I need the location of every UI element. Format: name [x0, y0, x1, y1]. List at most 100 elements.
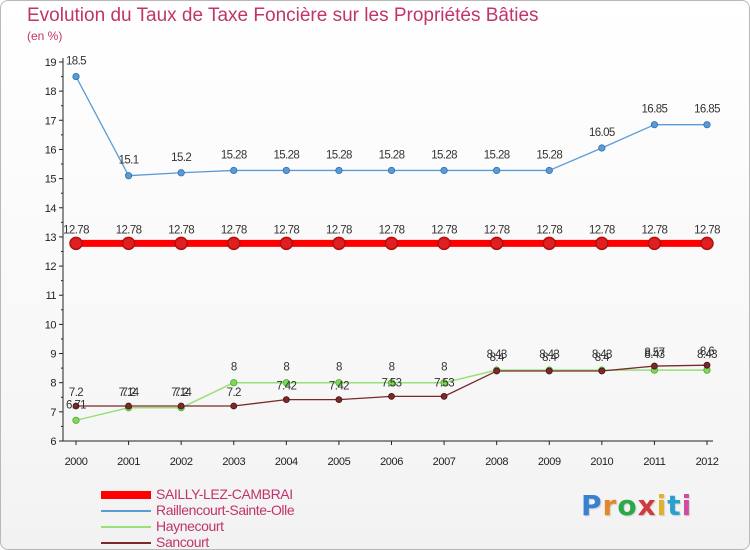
x-tick-label: 2008 [485, 456, 508, 468]
data-point [72, 72, 80, 81]
data-label: 8 [283, 362, 289, 374]
legend-swatch-sancourt [101, 542, 151, 544]
data-point [335, 379, 343, 387]
proxiti-logo: Proxiti [581, 489, 692, 522]
data-point [174, 236, 188, 251]
data-point [384, 236, 399, 251]
data-point [545, 166, 553, 175]
data-point [598, 144, 606, 152]
data-label: 7.2 [174, 387, 188, 399]
data-label: 12.78 [116, 224, 142, 236]
data-point [177, 402, 185, 410]
data-label: 18.5 [66, 56, 86, 68]
data-label: 8.43 [644, 349, 664, 361]
data-label: 6.71 [66, 399, 86, 411]
data-label: 7.53 [434, 377, 454, 389]
data-label: 15.28 [221, 149, 247, 161]
data-label: 12.78 [536, 224, 562, 236]
chart-title: Evolution du Taux de Taxe Foncière sur l… [27, 5, 539, 26]
data-label: 12.78 [484, 224, 510, 236]
data-point [703, 361, 711, 369]
data-label: 12.78 [273, 224, 299, 236]
chart-legend: SAILLY-LEZ-CAMBRAI Raillencourt-Sainte-O… [101, 486, 361, 550]
data-label: 7.53 [382, 377, 402, 389]
legend-item-raillencourt: Raillencourt-Sainte-Olle [101, 502, 361, 519]
data-label: 12.78 [63, 224, 89, 236]
data-label: 12.78 [326, 224, 352, 236]
x-tick-label: 2009 [538, 456, 561, 468]
y-tick-label: 9 [50, 349, 56, 361]
y-tick-label: 7 [50, 407, 56, 419]
data-label: 15.28 [431, 149, 457, 161]
data-point [647, 236, 662, 251]
chart-subtitle: (en %) [27, 29, 63, 43]
x-tick-label: 2003 [222, 456, 245, 468]
legend-item-sancourt: Sancourt [101, 534, 361, 550]
data-label: 7.2 [69, 387, 83, 399]
data-point [332, 236, 346, 251]
legend-swatch-sailly [101, 491, 151, 499]
data-label: 8.6 [700, 346, 714, 358]
y-tick-label: 16 [45, 144, 57, 156]
logo-letter: r [602, 489, 618, 522]
data-label: 8.43 [592, 349, 612, 361]
data-point [69, 236, 83, 251]
x-tick-label: 2001 [117, 456, 140, 468]
y-tick-label: 19 [45, 57, 57, 69]
legend-label-haynecourt: Haynecourt [156, 518, 224, 534]
data-label: 16.85 [642, 104, 668, 116]
data-point [650, 121, 659, 129]
legend-label-raillencourt: Raillencourt-Sainte-Olle [156, 502, 295, 518]
y-tick-label: 12 [45, 261, 57, 273]
y-tick-label: 18 [45, 86, 57, 98]
logo-letter: o [617, 489, 638, 522]
legend-label-sailly: SAILLY-LEZ-CAMBRAI [156, 486, 293, 502]
x-tick-label: 2010 [590, 456, 613, 468]
legend-item-sailly: SAILLY-LEZ-CAMBRAI [101, 486, 361, 503]
data-point [700, 236, 714, 251]
data-point [72, 416, 80, 424]
data-point [282, 379, 290, 387]
x-tick-label: 2002 [170, 456, 193, 468]
data-point [440, 379, 448, 387]
legend-swatch-haynecourt [101, 526, 151, 528]
data-label: 8.4 [542, 352, 557, 364]
y-tick-label: 15 [45, 174, 57, 186]
legend-label-sancourt: Sancourt [156, 534, 209, 550]
x-tick-label: 2004 [275, 456, 298, 468]
data-label: 15.28 [326, 149, 352, 161]
data-point [598, 367, 606, 375]
y-tick-label: 17 [45, 115, 57, 127]
data-label: 15.28 [273, 149, 299, 161]
data-label: 7.2 [121, 387, 135, 399]
data-label: 12.78 [694, 224, 720, 236]
x-tick-label: 2006 [380, 456, 403, 468]
data-label: 15.1 [119, 155, 139, 167]
x-tick-label: 2007 [433, 456, 456, 468]
data-label: 8 [389, 362, 395, 374]
data-label: 12.78 [589, 224, 615, 236]
data-label: 15.28 [536, 149, 562, 161]
data-point [651, 362, 658, 370]
data-label: 8.4 [490, 352, 505, 364]
data-label: 12.78 [642, 224, 668, 236]
data-point [335, 396, 343, 404]
y-tick-label: 6 [50, 436, 56, 448]
data-label: 8 [231, 362, 237, 374]
y-tick-label: 8 [50, 378, 56, 390]
data-label: 7.42 [329, 381, 349, 393]
data-point [545, 367, 553, 375]
data-point [542, 236, 556, 251]
data-point [279, 236, 294, 251]
y-tick-label: 14 [45, 203, 57, 215]
data-label: 15.28 [379, 149, 405, 161]
data-point [703, 121, 711, 129]
data-point [387, 379, 396, 387]
y-tick-label: 11 [46, 290, 57, 302]
data-point [440, 392, 448, 400]
legend-swatch-raillencourt [101, 510, 151, 512]
data-point [282, 396, 290, 404]
logo-letter: i [681, 489, 693, 522]
data-label: 7.14 [119, 387, 140, 399]
